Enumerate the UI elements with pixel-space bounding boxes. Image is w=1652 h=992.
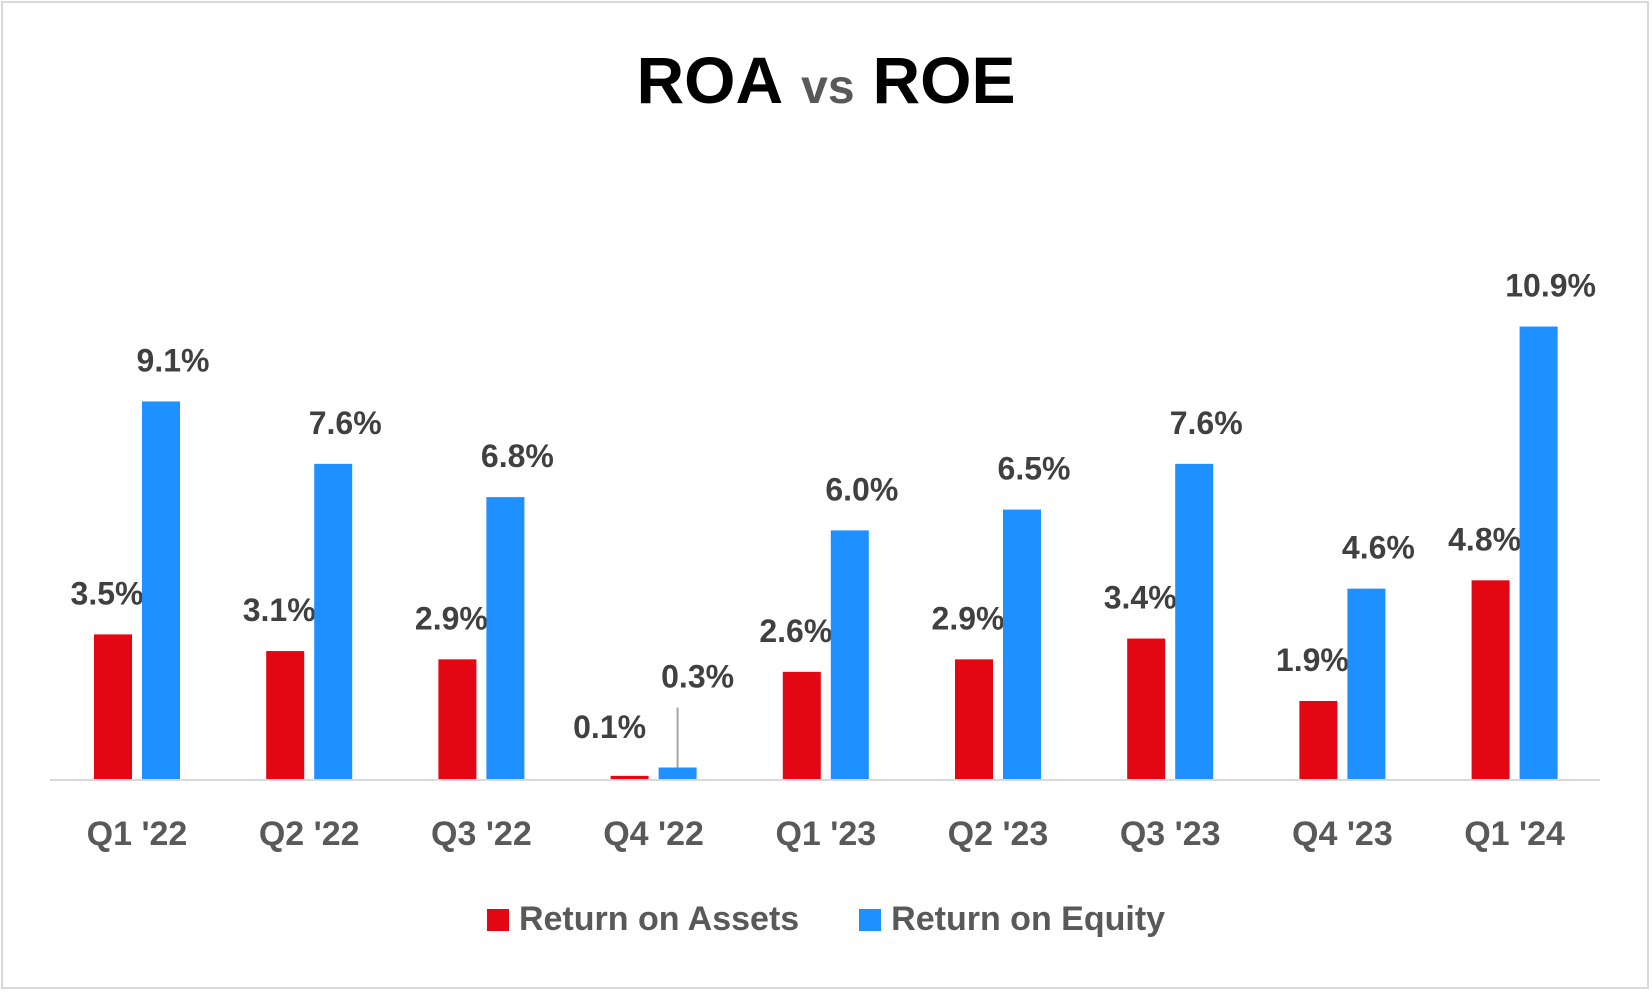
roa-data-label: 3.4% <box>1104 580 1177 616</box>
roa-data-label: 4.8% <box>1448 521 1521 557</box>
roe-data-label: 6.5% <box>998 451 1071 487</box>
roa-data-label: 2.9% <box>415 600 488 636</box>
roe-bar <box>1003 509 1041 780</box>
x-tick-label: Q2 '23 <box>948 815 1049 853</box>
x-tick-label: Q4 '22 <box>603 815 704 853</box>
roe-bar <box>142 401 180 780</box>
roe-data-label: 10.9% <box>1505 268 1596 304</box>
roa-data-label: 2.6% <box>759 613 832 649</box>
roa-data-label: 1.9% <box>1276 642 1349 678</box>
chart-title: ROA vs ROE <box>0 42 1652 118</box>
roe-data-label: 0.3% <box>661 659 734 695</box>
roa-data-label: 3.5% <box>71 575 144 611</box>
x-tick-label: Q1 '23 <box>775 815 876 853</box>
roe-bar <box>314 463 353 780</box>
roe-bar <box>830 530 869 780</box>
roa-bar <box>610 775 649 780</box>
roa-bar <box>1471 580 1510 780</box>
legend: Return on Assets Return on Equity <box>0 900 1652 939</box>
x-tick-label: Q1 '24 <box>1464 815 1565 853</box>
roa-bar <box>1299 700 1338 780</box>
roa-bar <box>955 659 993 780</box>
legend-swatch-equity <box>859 908 882 931</box>
roa-data-label: 3.1% <box>243 592 316 628</box>
roa-data-label: 2.9% <box>932 600 1005 636</box>
title-roa: ROA <box>636 43 784 117</box>
roa-bar <box>782 671 821 780</box>
legend-item-assets: Return on Assets <box>486 900 800 939</box>
x-tick-label: Q1 '22 <box>87 815 188 853</box>
roa-bar <box>438 659 477 780</box>
x-tick-label: Q2 '22 <box>259 815 360 853</box>
roe-bar <box>1519 326 1558 780</box>
title-vs: vs <box>801 61 855 114</box>
legend-swatch-assets <box>486 908 509 931</box>
roe-data-label: 7.6% <box>1170 405 1243 441</box>
roe-bar <box>1175 463 1214 780</box>
x-tick-label: Q3 '23 <box>1120 815 1221 853</box>
roe-data-label: 4.6% <box>1342 530 1415 566</box>
title-roe: ROE <box>872 43 1016 117</box>
roe-bar <box>1347 588 1386 780</box>
roa-bar <box>94 634 132 780</box>
roa-data-label: 0.1% <box>573 709 646 745</box>
roa-bar <box>266 651 305 780</box>
roa-bar <box>1127 638 1166 780</box>
legend-label-equity: Return on Equity <box>891 900 1166 938</box>
legend-label-assets: Return on Assets <box>518 900 800 938</box>
roe-bar <box>658 767 697 780</box>
x-tick-label: Q3 '22 <box>431 815 532 853</box>
roe-data-label: 6.8% <box>481 438 554 474</box>
legend-item-equity: Return on Equity <box>859 900 1165 939</box>
roe-data-label: 9.1% <box>137 342 210 378</box>
roe-data-label: 7.6% <box>309 405 382 441</box>
x-tick-label: Q4 '23 <box>1292 815 1393 853</box>
roe-data-label: 6.0% <box>825 471 898 507</box>
roe-bar <box>486 497 525 780</box>
